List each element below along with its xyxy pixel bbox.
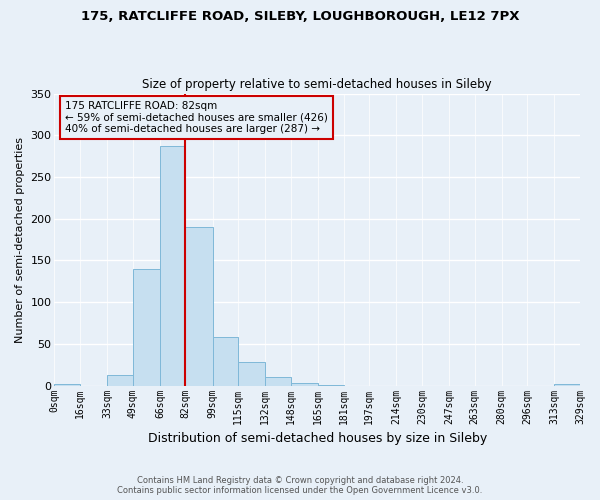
Title: Size of property relative to semi-detached houses in Sileby: Size of property relative to semi-detach…: [142, 78, 492, 91]
Bar: [107, 375, 133, 386]
Bar: [160, 146, 185, 386]
Text: Contains HM Land Registry data © Crown copyright and database right 2024.
Contai: Contains HM Land Registry data © Crown c…: [118, 476, 482, 495]
Bar: [55, 384, 80, 386]
Bar: [133, 269, 160, 386]
Y-axis label: Number of semi-detached properties: Number of semi-detached properties: [15, 136, 25, 342]
Bar: [265, 378, 291, 386]
Bar: [185, 227, 212, 386]
Text: 175 RATCLIFFE ROAD: 82sqm
← 59% of semi-detached houses are smaller (426)
40% of: 175 RATCLIFFE ROAD: 82sqm ← 59% of semi-…: [65, 101, 328, 134]
Bar: [554, 384, 580, 386]
Bar: [212, 337, 238, 386]
Bar: [238, 362, 265, 386]
Text: 175, RATCLIFFE ROAD, SILEBY, LOUGHBOROUGH, LE12 7PX: 175, RATCLIFFE ROAD, SILEBY, LOUGHBOROUG…: [81, 10, 519, 23]
Bar: [291, 383, 318, 386]
Bar: [318, 385, 344, 386]
X-axis label: Distribution of semi-detached houses by size in Sileby: Distribution of semi-detached houses by …: [148, 432, 487, 445]
